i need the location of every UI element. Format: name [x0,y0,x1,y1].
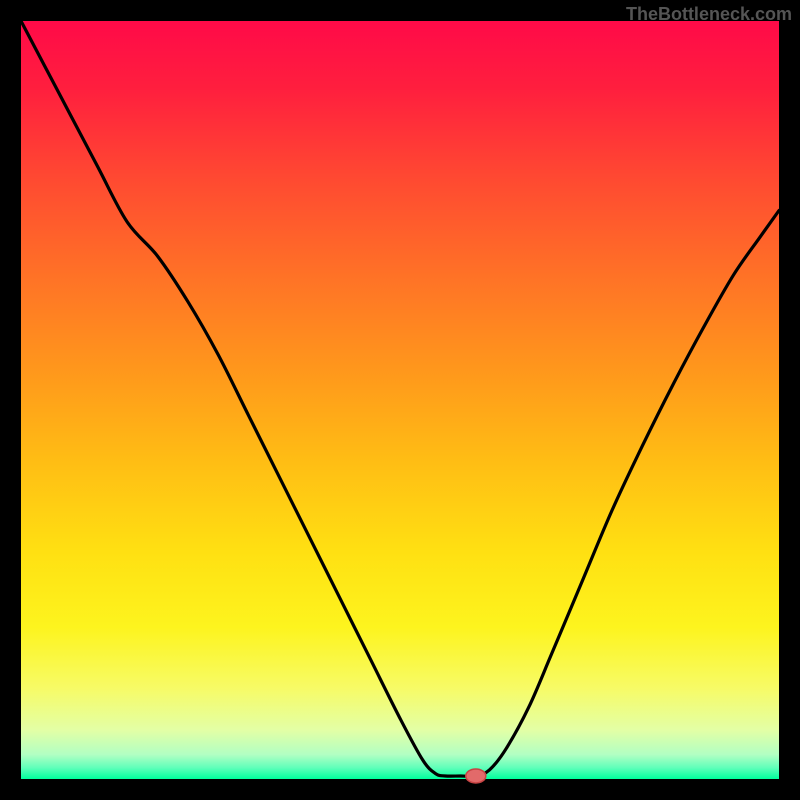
bottleneck-chart-svg [0,0,800,800]
bottleneck-marker [466,769,486,783]
watermark-text: TheBottleneck.com [626,4,792,25]
chart-container: { "meta": { "watermark_text": "TheBottle… [0,0,800,800]
